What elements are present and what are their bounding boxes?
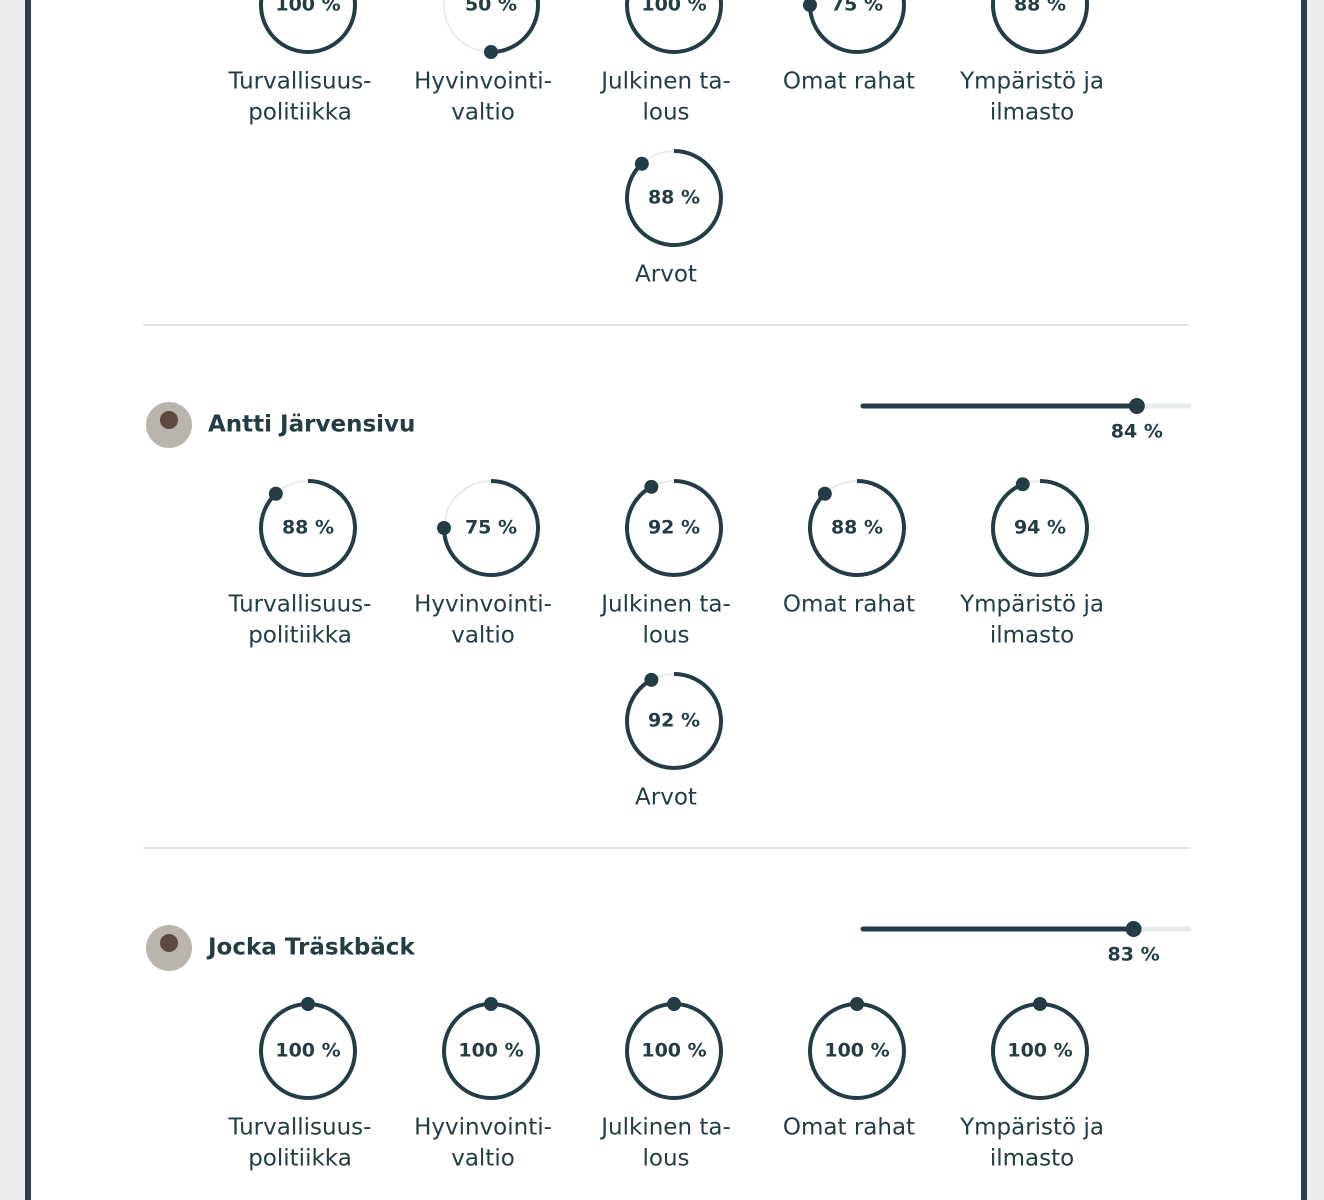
ring-arc [808, 0, 906, 54]
ring-value: 100 % [275, 0, 340, 16]
topic-label: Ympäristö ja [959, 592, 1104, 618]
topic-label: Arvot [635, 262, 697, 288]
panel-border-left [25, 0, 31, 1200]
ring-value: 92 % [648, 517, 700, 539]
ring-arc [259, 0, 357, 54]
candidate-name: Jocka Träskbäck [206, 935, 415, 961]
ring-value: 50 % [465, 0, 517, 16]
ring-dot [268, 486, 283, 501]
topic-label: Omat rahat [783, 69, 915, 95]
topic-label: lous [642, 100, 689, 126]
topic-label: ilmasto [990, 623, 1074, 649]
ring-dot [803, 0, 817, 12]
topic-label: Ympäristö ja [959, 69, 1104, 95]
candidate-name: Antti Järvensivu [208, 412, 415, 438]
match-label: 83 % [1108, 944, 1160, 966]
ring-arc [625, 479, 723, 577]
ring-value: 94 % [1014, 517, 1066, 539]
match-label: 84 % [1111, 421, 1163, 443]
ring-value: 100 % [641, 0, 706, 16]
topic-label: Turvallisuus- [228, 1115, 372, 1141]
avatar-head [160, 934, 178, 952]
ring-dot [437, 521, 451, 535]
topic-label: valtio [451, 623, 515, 649]
ring-dot [667, 997, 681, 1011]
topic-label: Hyvinvointi- [414, 592, 552, 618]
ring-value: 100 % [1007, 1040, 1072, 1062]
topic-label: Turvallisuus- [228, 69, 372, 95]
topic-label: lous [642, 1146, 689, 1172]
ring-dot [484, 45, 498, 59]
topic-label: Hyvinvointi- [414, 69, 552, 95]
topic-label: ilmasto [990, 100, 1074, 126]
topic-label: Omat rahat [783, 592, 915, 618]
ring-value: 100 % [458, 1040, 523, 1062]
ring-dot [850, 997, 864, 1011]
topic-label: politiikka [248, 623, 352, 649]
ring-value: 100 % [275, 1040, 340, 1062]
ring-arc [991, 0, 1089, 54]
avatar-head [160, 411, 178, 429]
ring-value: 88 % [1014, 0, 1066, 16]
ring-value: 88 % [831, 517, 883, 539]
ring-value: 75 % [831, 0, 883, 16]
ring-arc [442, 479, 540, 577]
ring-arc [259, 479, 357, 577]
topic-label: Julkinen ta- [599, 592, 731, 618]
topic-label: ilmasto [990, 1146, 1074, 1172]
ring-value: 88 % [282, 517, 334, 539]
ring-dot [644, 672, 659, 687]
ring-arc [625, 0, 723, 54]
topic-label: Turvallisuus- [228, 592, 372, 618]
panel-border-right [1301, 0, 1307, 1200]
topic-label: Arvot [635, 785, 697, 811]
topic-label: Omat rahat [783, 1115, 915, 1141]
ring-dot [301, 997, 315, 1011]
ring-dot [817, 486, 832, 501]
topic-label: Hyvinvointi- [414, 1115, 552, 1141]
ring-dot [484, 997, 498, 1011]
ring-dot [634, 156, 649, 171]
topic-label: valtio [451, 1146, 515, 1172]
ring-value: 92 % [648, 710, 700, 732]
ring-value: 100 % [641, 1040, 706, 1062]
ring-arc [625, 149, 723, 247]
topic-label: Julkinen ta- [599, 69, 731, 95]
ring-arc [625, 672, 723, 770]
ring-dot [1015, 477, 1030, 492]
ring-value: 100 % [824, 1040, 889, 1062]
topic-label: Julkinen ta- [599, 1115, 731, 1141]
match-dot [1128, 398, 1145, 414]
ring-value: 88 % [648, 187, 700, 209]
ring-dot [644, 479, 659, 494]
ring-arc [991, 479, 1089, 577]
topic-label: politiikka [248, 1146, 352, 1172]
topic-label: valtio [451, 100, 515, 126]
ring-value: 75 % [465, 517, 517, 539]
ring-dot [1033, 997, 1047, 1011]
topic-label: politiikka [248, 100, 352, 126]
ring-arc [808, 479, 906, 577]
panel [28, 0, 1304, 1200]
topic-label: Ympäristö ja [959, 1115, 1104, 1141]
topic-label: lous [642, 623, 689, 649]
match-dot [1125, 921, 1142, 937]
